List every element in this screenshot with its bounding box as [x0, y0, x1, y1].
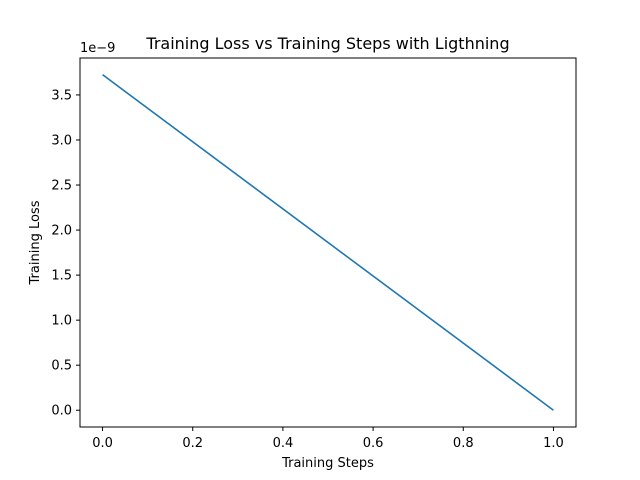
y-axis-offset-label: 1e−9 [80, 41, 115, 56]
y-axis-label: Training Loss [28, 200, 43, 285]
y-tick-label: 0.5 [51, 359, 72, 374]
y-tick-label: 2.5 [51, 179, 72, 194]
y-tick-label: 0.0 [51, 404, 72, 419]
x-tick-label: 0.4 [273, 436, 294, 451]
y-tick-label: 1.5 [51, 269, 72, 284]
y-tick-label: 3.0 [51, 133, 72, 148]
x-tick-label: 1.0 [543, 436, 564, 451]
x-tick-label: 0.8 [453, 436, 474, 451]
chart-title: Training Loss vs Training Steps with Lig… [145, 34, 509, 53]
x-tick-label: 0.6 [363, 436, 384, 451]
y-tick-label: 1.0 [51, 314, 72, 329]
plot-layer [102, 74, 554, 411]
y-tick-label: 3.5 [51, 88, 72, 103]
plot-area-frame [79, 57, 577, 428]
x-axis-label: Training Steps [281, 456, 374, 471]
x-tick-label: 0.2 [182, 436, 203, 451]
series-line-0 [102, 74, 554, 411]
y-tick-label: 2.0 [51, 224, 72, 239]
x-tick-label: 0.0 [92, 436, 113, 451]
